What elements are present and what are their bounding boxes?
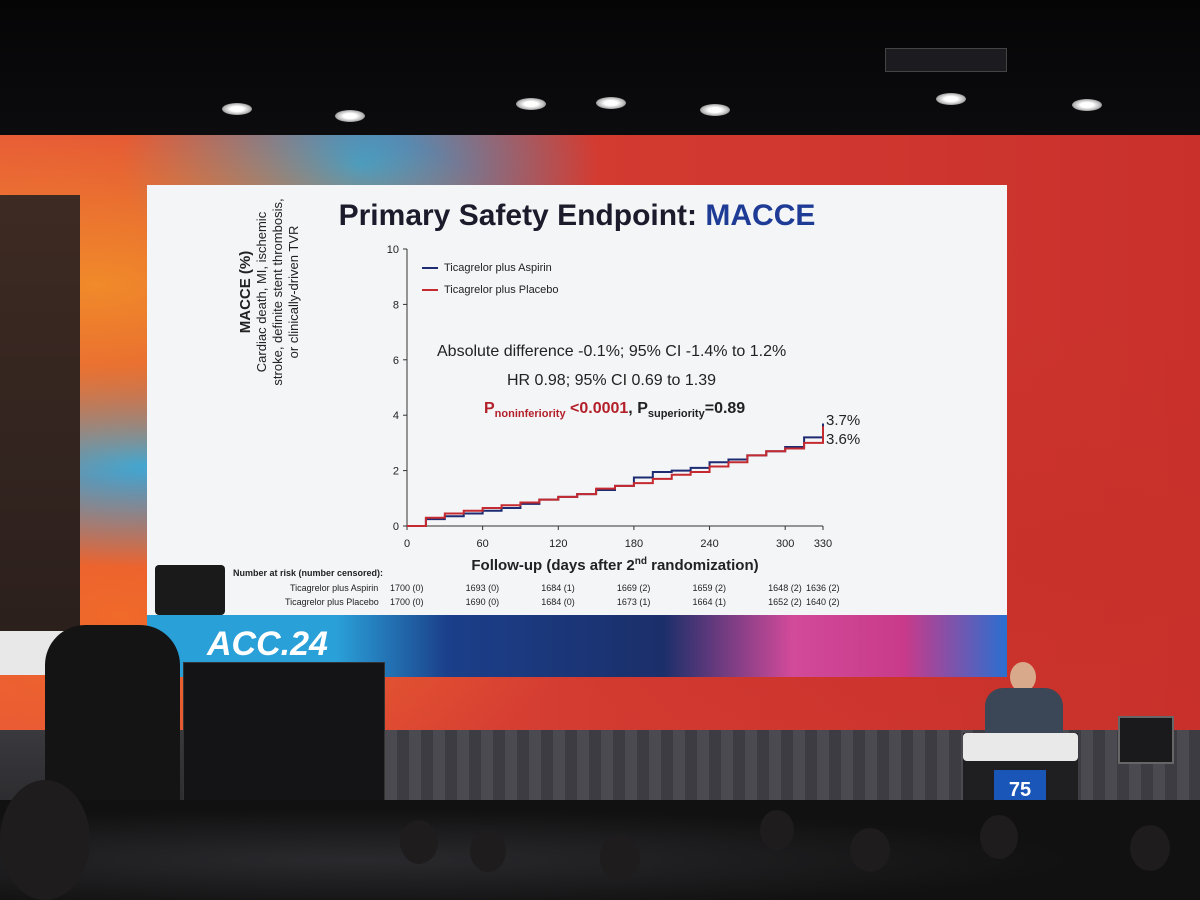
podium-top bbox=[963, 733, 1078, 761]
series-line-placebo bbox=[407, 426, 824, 527]
ceiling-light bbox=[936, 93, 966, 105]
audience-head bbox=[0, 780, 90, 900]
legend-item-aspirin: Ticagrelor plus Aspirin bbox=[422, 262, 552, 274]
audience-head bbox=[400, 820, 438, 864]
stat-p-values: Pnoninferiority <0.0001, Psuperiority=0.… bbox=[484, 400, 746, 421]
x-tick-label: 330 bbox=[814, 538, 832, 550]
risk-cell: 1659 (2) bbox=[692, 583, 727, 593]
audience-head bbox=[1130, 825, 1170, 871]
legend-label: Ticagrelor plus Placebo bbox=[444, 284, 559, 296]
legend-item-placebo: Ticagrelor plus Placebo bbox=[422, 284, 559, 296]
risk-cell: 1700 (0) bbox=[390, 583, 424, 593]
x-tick-label: 180 bbox=[625, 538, 643, 550]
audience-head bbox=[470, 830, 506, 872]
audience-head bbox=[600, 835, 640, 881]
end-label-placebo: 3.6% bbox=[826, 431, 861, 448]
risk-cell: 1700 (0) bbox=[390, 597, 424, 607]
risk-cell: 1684 (1) bbox=[541, 583, 575, 593]
stat-absolute-difference: Absolute difference -0.1%; 95% CI -1.4% … bbox=[437, 343, 787, 360]
speaker bbox=[985, 662, 1063, 734]
risk-cell: 1652 (2) bbox=[768, 597, 802, 607]
p-superiority: Psuperiority=0.89 bbox=[637, 400, 746, 421]
ceiling-light bbox=[516, 98, 546, 110]
banner-logo-text: ACC.24 bbox=[207, 625, 328, 663]
risk-cell: 1690 (0) bbox=[465, 597, 500, 607]
x-tick-label: 240 bbox=[700, 538, 718, 550]
end-label-aspirin: 3.7% bbox=[826, 412, 861, 429]
risk-cell: 1636 (2) bbox=[806, 583, 840, 593]
risk-cell: 1693 (0) bbox=[465, 583, 500, 593]
legend-label: Ticagrelor plus Aspirin bbox=[444, 262, 552, 274]
ceiling-light bbox=[1072, 99, 1102, 111]
legend-swatch bbox=[422, 267, 438, 270]
y-tick-label: 6 bbox=[393, 355, 399, 367]
ceiling-light bbox=[700, 104, 730, 116]
title-main: Primary Safety Endpoint: bbox=[338, 199, 706, 232]
audience-head bbox=[980, 815, 1018, 859]
lighting-rig bbox=[885, 48, 1007, 72]
audience-head bbox=[850, 828, 890, 872]
risk-cell: 1684 (0) bbox=[541, 597, 575, 607]
risk-cell: 1664 (1) bbox=[692, 597, 727, 607]
y-tick-label: 2 bbox=[393, 466, 399, 478]
ceiling-light bbox=[222, 103, 252, 115]
y-tick-label: 0 bbox=[393, 521, 399, 533]
presentation-slide: Primary Safety Endpoint: MACCE bbox=[147, 185, 1007, 615]
p-noninferiority: Pnoninferiority <0.0001 bbox=[484, 400, 629, 421]
y-tick-label: 4 bbox=[393, 410, 399, 422]
audience-head bbox=[760, 810, 794, 850]
ceiling-light bbox=[596, 97, 626, 109]
y-tick-label: 8 bbox=[393, 299, 399, 311]
risk-row-label: Ticagrelor plus Placebo bbox=[285, 597, 379, 607]
slide-title: Primary Safety Endpoint: MACCE bbox=[147, 199, 1007, 233]
x-tick-label: 120 bbox=[549, 538, 567, 550]
x-tick-label: 300 bbox=[776, 538, 794, 550]
x-axis-label: Follow-up (days after 2nd randomization) bbox=[471, 556, 759, 574]
x-tick-label: 60 bbox=[477, 538, 489, 550]
ceiling-light bbox=[335, 110, 365, 122]
legend-swatch bbox=[422, 289, 438, 292]
risk-row-label: Ticagrelor plus Aspirin bbox=[290, 583, 379, 593]
risk-cell: 1640 (2) bbox=[806, 597, 840, 607]
risk-table-title: Number at risk (number censored): bbox=[233, 568, 384, 578]
risk-cell: 1673 (1) bbox=[616, 597, 651, 607]
risk-cell: 1648 (2) bbox=[768, 583, 802, 593]
title-accent: MACCE bbox=[705, 199, 816, 232]
speaker-video-panel bbox=[0, 195, 80, 675]
stat-hazard-ratio: HR 0.98; 95% CI 0.69 to 1.39 bbox=[507, 372, 717, 389]
y-tick-label: 10 bbox=[387, 244, 399, 256]
risk-cell: 1669 (2) bbox=[616, 583, 651, 593]
confidence-monitor bbox=[1118, 716, 1174, 764]
video-camera bbox=[155, 565, 225, 615]
x-tick-label: 0 bbox=[404, 538, 410, 550]
